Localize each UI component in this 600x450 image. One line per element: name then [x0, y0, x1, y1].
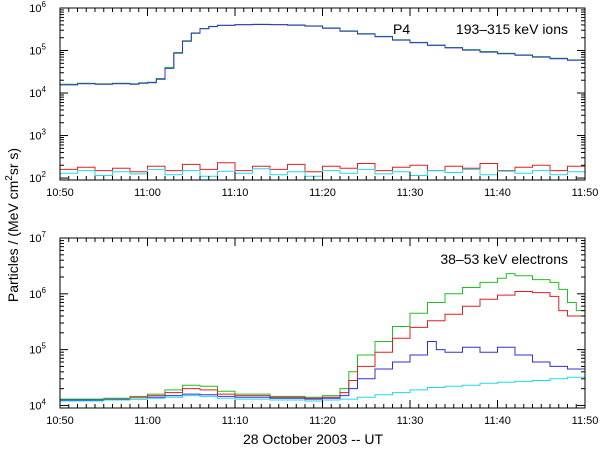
electron-x-tick-label: 11:50 [572, 415, 599, 427]
ion-y-tick-label: 105 [29, 43, 46, 58]
electron-y-tick-exponent: 7 [42, 230, 47, 239]
electron-x-tick-label: 11:10 [222, 415, 249, 427]
ion-flux-panel: 10:50 11:00 11:10 11:20 11:30 11:40 11:50 102 10… [29, 0, 598, 199]
ion-y-tick-label: 102 [29, 170, 46, 185]
electron-energy-label: 38–53 keV electrons [440, 251, 568, 267]
electron-y-tick-label: 104 [29, 397, 46, 412]
ion-y-tick-exponent: 6 [42, 0, 47, 9]
electron-x-tick-label: 11:30 [397, 415, 424, 427]
ion-x-tick-label: 11:20 [309, 187, 336, 199]
electron-x-tick-label: 11:20 [309, 415, 336, 427]
y-axis-title: Particles / (MeV cm2sr s) [4, 148, 21, 302]
ion-y-tick-label: 106 [29, 0, 46, 15]
electron-y-tick-exponent: 4 [42, 397, 47, 406]
ion-x-tick-label: 11:10 [222, 187, 249, 199]
electron-y-tick-label: 105 [29, 342, 46, 357]
ion-x-tick-label: 11:00 [134, 187, 161, 199]
ion-y-tick-exponent: 5 [42, 43, 47, 52]
ion-x-tick-label: 11:50 [572, 187, 599, 199]
ion-energy-label: 193–315 keV ions [456, 21, 568, 37]
y-axis-title-superscript: 2 [4, 175, 15, 181]
electron-y-tick-exponent: 5 [42, 342, 47, 351]
ion-y-tick-label: 104 [29, 85, 46, 100]
ion-y-tick-label: 103 [29, 128, 46, 143]
electron-y-tick-exponent: 6 [42, 286, 47, 295]
electron-x-tick-label: 11:40 [484, 415, 511, 427]
ion-x-tick-label: 11:30 [397, 187, 424, 199]
electron-flux-panel: 10:50 11:00 11:10 11:20 11:30 11:40 11:50 104 10… [29, 230, 598, 427]
ion-x-tick-label: 10:50 [46, 187, 74, 199]
ion-y-tick-exponent: 3 [42, 128, 47, 137]
ion-series-blue [60, 24, 586, 86]
electron-x-tick-label: 10:50 [46, 415, 74, 427]
electron-series-cyan [60, 375, 586, 402]
ion-y-tick-exponent: 4 [42, 85, 47, 94]
electron-series-green [60, 273, 586, 400]
ion-x-tick-label: 11:40 [484, 187, 511, 199]
electron-series-blue [60, 341, 586, 401]
ion-series-cyan [60, 168, 586, 177]
ion-y-tick-exponent: 2 [42, 170, 47, 179]
y-axis-title-suffix: sr s) [5, 148, 21, 175]
ion-series-red [60, 162, 586, 173]
electron-x-tick-label: 11:00 [134, 415, 161, 427]
electron-y-tick-label: 107 [29, 230, 46, 245]
electron-series-red [60, 291, 586, 401]
x-axis-title: 28 October 2003 -- UT [243, 431, 384, 447]
y-axis-title-prefix: Particles / (MeV cm [5, 181, 21, 302]
electron-y-tick-label: 106 [29, 286, 46, 301]
ion-channel-label: P4 [393, 21, 410, 37]
